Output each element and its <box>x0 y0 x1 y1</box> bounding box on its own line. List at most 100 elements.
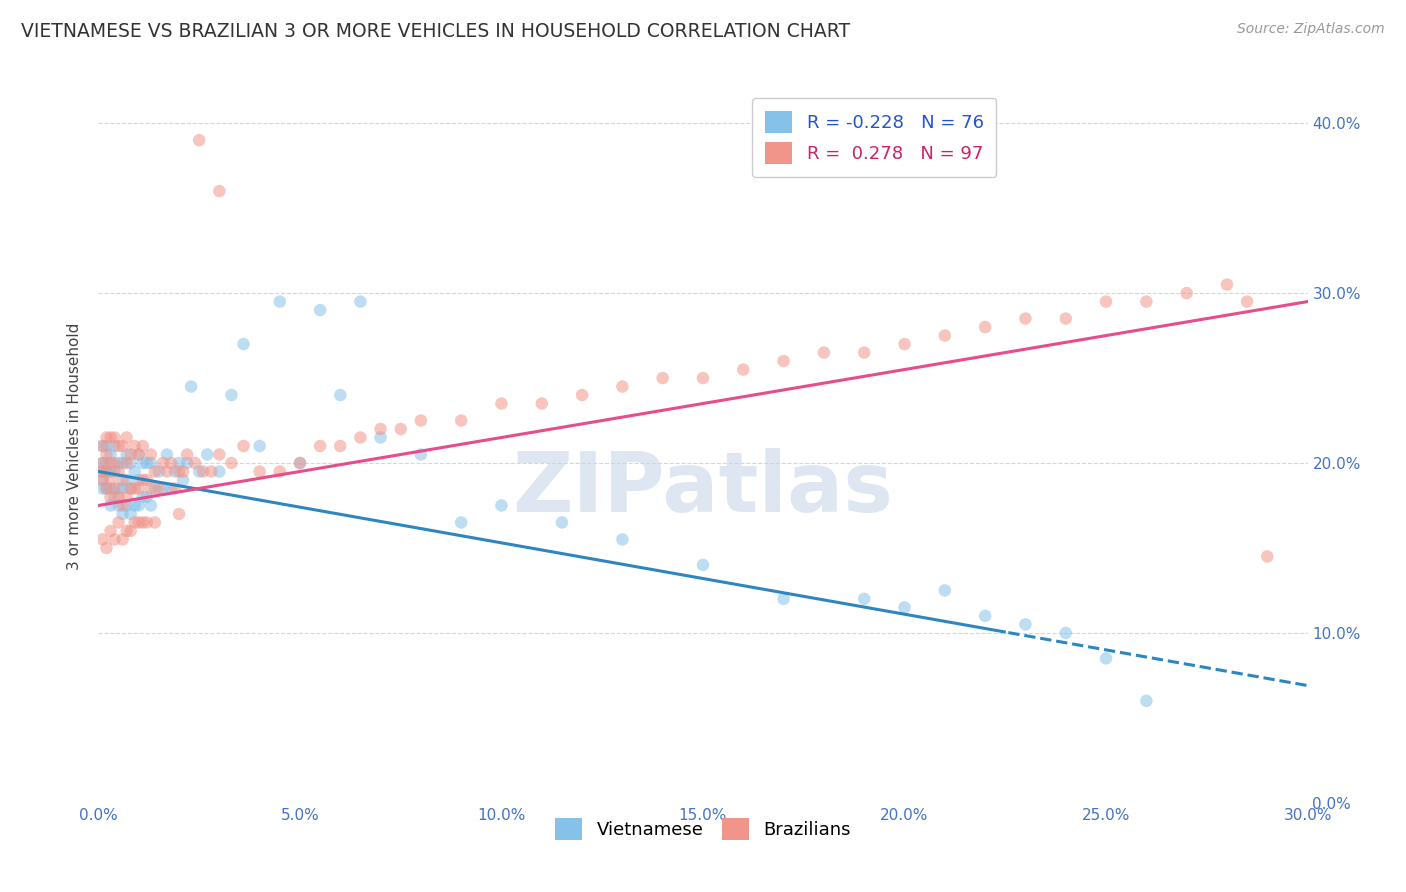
Point <box>409 413 432 427</box>
Legend: Vietnamese, Brazilians: Vietnamese, Brazilians <box>548 811 858 847</box>
Point <box>1095 294 1118 309</box>
Point <box>612 533 634 547</box>
Point <box>139 456 162 470</box>
Point <box>813 345 835 359</box>
Point <box>91 439 114 453</box>
Text: ZIPatlas: ZIPatlas <box>513 449 893 529</box>
Point <box>389 422 412 436</box>
Text: VIETNAMESE VS BRAZILIAN 3 OR MORE VEHICLES IN HOUSEHOLD CORRELATION CHART: VIETNAMESE VS BRAZILIAN 3 OR MORE VEHICL… <box>21 22 851 41</box>
Point <box>1175 286 1198 301</box>
Point <box>1014 617 1036 632</box>
Point <box>184 456 207 470</box>
Point <box>107 482 129 496</box>
Point <box>152 456 174 470</box>
Point <box>1095 651 1118 665</box>
Point <box>269 465 291 479</box>
Point <box>148 482 170 496</box>
Point <box>132 439 155 453</box>
Point <box>974 608 997 623</box>
Point <box>103 456 125 470</box>
Point <box>124 516 146 530</box>
Point <box>167 465 190 479</box>
Point <box>91 482 114 496</box>
Point <box>103 465 125 479</box>
Point <box>309 303 332 318</box>
Point <box>120 482 142 496</box>
Point <box>195 448 218 462</box>
Point <box>249 439 271 453</box>
Point <box>96 482 118 496</box>
Point <box>208 184 231 198</box>
Point <box>1216 277 1239 292</box>
Point <box>100 430 122 444</box>
Point <box>143 482 166 496</box>
Point <box>156 465 179 479</box>
Point <box>163 465 186 479</box>
Point <box>160 482 183 496</box>
Point <box>111 507 134 521</box>
Point <box>115 490 138 504</box>
Point <box>91 533 114 547</box>
Point <box>370 422 392 436</box>
Point <box>329 388 352 402</box>
Point <box>111 499 134 513</box>
Point <box>450 413 472 427</box>
Point <box>853 591 876 606</box>
Point <box>571 388 593 402</box>
Point <box>651 371 673 385</box>
Point <box>139 499 162 513</box>
Point <box>103 490 125 504</box>
Point <box>329 439 352 453</box>
Point <box>450 516 472 530</box>
Point <box>128 473 150 487</box>
Point <box>221 456 243 470</box>
Point <box>115 448 138 462</box>
Point <box>96 430 118 444</box>
Point <box>288 456 311 470</box>
Point <box>1236 294 1258 309</box>
Point <box>120 456 142 470</box>
Point <box>349 430 371 444</box>
Point <box>120 448 142 462</box>
Point <box>100 448 122 462</box>
Point <box>103 533 125 547</box>
Point <box>853 345 876 359</box>
Point <box>91 456 114 470</box>
Point <box>491 499 513 513</box>
Point <box>91 439 114 453</box>
Point <box>107 439 129 453</box>
Point <box>152 482 174 496</box>
Point <box>208 448 231 462</box>
Point <box>124 439 146 453</box>
Point <box>139 482 162 496</box>
Point <box>200 465 222 479</box>
Point <box>1014 311 1036 326</box>
Point <box>100 456 122 470</box>
Point <box>132 473 155 487</box>
Point <box>115 430 138 444</box>
Point <box>409 448 432 462</box>
Point <box>124 482 146 496</box>
Point <box>934 328 956 343</box>
Text: Source: ZipAtlas.com: Source: ZipAtlas.com <box>1237 22 1385 37</box>
Point <box>491 396 513 410</box>
Point <box>96 448 118 462</box>
Point <box>1256 549 1278 564</box>
Point <box>1054 311 1077 326</box>
Point <box>143 516 166 530</box>
Point <box>172 465 194 479</box>
Point <box>128 448 150 462</box>
Point <box>139 448 162 462</box>
Point <box>96 465 118 479</box>
Point <box>733 362 755 376</box>
Point <box>1054 626 1077 640</box>
Point <box>132 490 155 504</box>
Point <box>530 396 553 410</box>
Point <box>167 507 190 521</box>
Point <box>370 430 392 444</box>
Point <box>107 516 129 530</box>
Point <box>107 465 129 479</box>
Point <box>188 133 211 147</box>
Point <box>934 583 956 598</box>
Y-axis label: 3 or more Vehicles in Household: 3 or more Vehicles in Household <box>67 322 83 570</box>
